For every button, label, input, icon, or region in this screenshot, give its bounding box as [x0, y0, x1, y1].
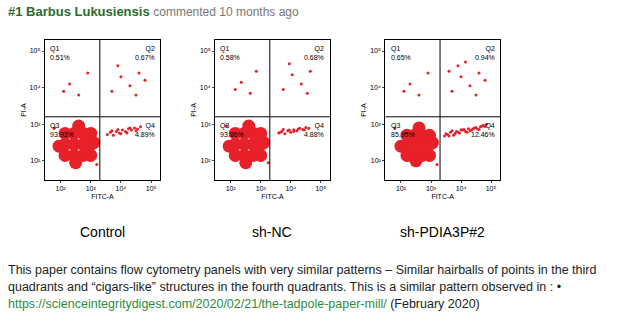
svg-text:Q20.94%: Q20.94%	[475, 45, 495, 61]
svg-text:10²: 10²	[396, 185, 407, 192]
svg-text:10⁴: 10⁴	[456, 185, 467, 192]
svg-text:10²: 10²	[226, 185, 237, 192]
svg-text:sh-PDIA3P#2: sh-PDIA3P#2	[400, 224, 485, 240]
svg-text:FITC-A: FITC-A	[431, 193, 454, 200]
svg-text:10⁴: 10⁴	[200, 84, 211, 91]
svg-text:10³: 10³	[371, 121, 382, 128]
svg-text:10²: 10²	[201, 157, 212, 164]
svg-text:10³: 10³	[30, 121, 41, 128]
svg-text:10³: 10³	[256, 185, 267, 192]
svg-text:10³: 10³	[426, 185, 437, 192]
svg-text:FITC-A: FITC-A	[91, 193, 114, 200]
svg-text:Q20.67%: Q20.67%	[135, 45, 155, 61]
svg-text:Q20.68%: Q20.68%	[304, 45, 324, 61]
svg-text:sh-NC: sh-NC	[252, 224, 292, 240]
svg-text:10⁵: 10⁵	[486, 185, 497, 192]
svg-text:10²: 10²	[56, 185, 67, 192]
svg-text:10⁵: 10⁵	[200, 47, 211, 54]
svg-text:Q393.93%: Q393.93%	[50, 122, 74, 138]
svg-text:Q393.86%: Q393.86%	[220, 122, 244, 138]
svg-text:10³: 10³	[201, 121, 212, 128]
svg-text:PI-A: PI-A	[360, 103, 367, 117]
svg-text:Q385.95%: Q385.95%	[391, 122, 415, 138]
svg-text:10⁵: 10⁵	[315, 185, 326, 192]
svg-text:10⁵: 10⁵	[146, 185, 157, 192]
svg-text:FITC-A: FITC-A	[261, 193, 284, 200]
svg-text:Q10.51%: Q10.51%	[50, 45, 70, 61]
svg-text:Q44.89%: Q44.89%	[135, 122, 155, 138]
svg-text:10⁴: 10⁴	[116, 185, 127, 192]
svg-text:10²: 10²	[371, 157, 382, 164]
svg-text:10⁴: 10⁴	[370, 84, 381, 91]
html-text:This paper contains flow cytom: This paper contains flow cytometry panel…	[8, 263, 597, 294]
svg-text:Q44.88%: Q44.88%	[304, 122, 324, 138]
svg-text:10⁵: 10⁵	[30, 47, 41, 54]
html-text:#1 Barbus Lukusiensis commente: #1 Barbus Lukusiensis commented 10 month…	[8, 4, 299, 19]
svg-text:10³: 10³	[86, 185, 97, 192]
html-text:https://scienceintegritydigest: https://scienceintegritydigest.com/2020/…	[8, 297, 480, 311]
svg-text:Q412.46%: Q412.46%	[471, 122, 495, 138]
svg-text:10⁴: 10⁴	[30, 84, 41, 91]
svg-text:PI-A: PI-A	[190, 103, 197, 117]
svg-text:Q10.65%: Q10.65%	[391, 45, 411, 61]
svg-text:10⁴: 10⁴	[285, 185, 296, 192]
svg-text:10²: 10²	[30, 157, 41, 164]
svg-text:Q10.58%: Q10.58%	[220, 45, 240, 61]
svg-text:Control: Control	[80, 224, 125, 240]
svg-text:PI-A: PI-A	[20, 103, 27, 117]
svg-text:10⁵: 10⁵	[370, 47, 381, 54]
